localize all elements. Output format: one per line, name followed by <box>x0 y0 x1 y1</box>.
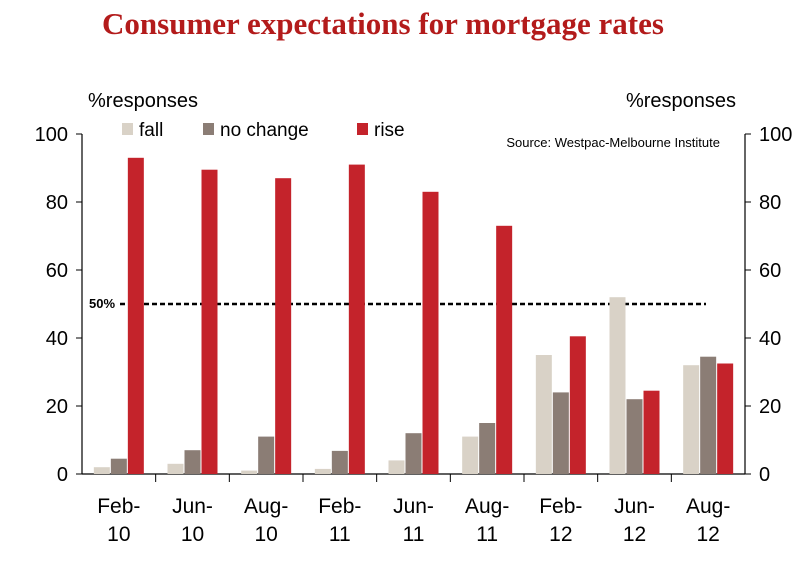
y-tick-label-right: 0 <box>759 464 770 486</box>
bar-no-change <box>258 436 275 474</box>
bar-rise <box>201 169 218 474</box>
y-tick-label-right: 20 <box>759 396 781 418</box>
bar-fall <box>93 467 110 474</box>
x-tick-label-month: Feb- <box>539 495 582 518</box>
legend-label-rise: rise <box>374 120 405 141</box>
y-tick-label-left: 0 <box>57 464 68 486</box>
legend-swatch-rise <box>357 123 368 135</box>
y-tick-label-left: 40 <box>46 328 68 350</box>
bar-rise <box>569 336 586 474</box>
bar-rise <box>127 157 144 475</box>
bar-no-change <box>479 423 496 474</box>
y-tick-label-right: 60 <box>759 260 781 282</box>
x-tick-label-year: 11 <box>403 523 425 546</box>
bar-fall <box>167 463 184 474</box>
x-tick-label-year: 10 <box>254 523 277 546</box>
x-tick-label-month: Aug- <box>244 495 288 518</box>
legend-swatch-no-change <box>203 123 214 135</box>
bar-fall <box>241 470 258 474</box>
reference-line-label: 50% <box>89 296 115 311</box>
y-tick-label-right: 40 <box>759 328 781 350</box>
x-tick-label-month: Feb- <box>318 495 361 518</box>
x-tick-label-year: 11 <box>476 523 498 546</box>
x-tick-label-year: 12 <box>549 523 572 546</box>
x-tick-label-month: Feb- <box>97 495 140 518</box>
x-tick-label-month: Jun- <box>614 495 655 518</box>
x-tick-label-month: Aug- <box>465 495 509 518</box>
bar-fall <box>535 355 552 474</box>
bar-no-change <box>184 450 201 474</box>
y-tick-label-left: 60 <box>46 260 68 282</box>
bar-no-change <box>405 433 422 474</box>
x-tick-label-month: Jun- <box>393 495 434 518</box>
bar-fall <box>609 297 626 474</box>
bar-rise <box>275 178 292 474</box>
y-tick-label-right: 100 <box>759 124 792 146</box>
bar-fall <box>314 468 331 474</box>
bar-fall <box>388 460 405 474</box>
bar-rise <box>422 191 439 475</box>
bar-no-change <box>700 356 717 474</box>
x-tick-label-year: 10 <box>181 523 204 546</box>
bar-rise <box>496 225 513 474</box>
bar-no-change <box>626 399 643 474</box>
chart-title: Consumer expectations for mortgage rates <box>102 6 664 41</box>
bar-fall <box>683 365 700 474</box>
legend-label-no-change: no change <box>220 120 309 141</box>
legend-swatch-fall <box>122 123 133 135</box>
labels: 0 0 20 20 40 40 60 60 80 80 100 100 %responses %respo… <box>35 90 793 546</box>
bar-rise <box>348 164 365 474</box>
bar-no-change <box>331 450 348 474</box>
source-note: Source: Westpac-Melbourne Institute <box>506 135 720 150</box>
y-tick-label-left: 100 <box>35 124 68 146</box>
x-tick-label-year: 12 <box>696 523 719 546</box>
x-tick-label-month: Jun- <box>172 495 213 518</box>
bar-rise <box>643 390 660 474</box>
y-tick-label-left: 80 <box>46 192 68 214</box>
bar-rise <box>717 363 734 474</box>
x-tick-label-month: Aug- <box>686 495 730 518</box>
bar-no-change <box>552 392 569 474</box>
bar-fall <box>462 436 479 474</box>
x-tick-label-year: 10 <box>107 523 130 546</box>
y-tick-label-right: 80 <box>759 192 781 214</box>
bars <box>93 157 734 475</box>
x-tick-label-year: 12 <box>623 523 646 546</box>
bar-no-change <box>110 458 127 474</box>
y-axis-unit-left: %responses <box>88 90 198 112</box>
y-axis-unit-right: %responses <box>626 90 736 112</box>
y-tick-label-left: 20 <box>46 396 68 418</box>
legend-label-fall: fall <box>139 120 163 141</box>
x-tick-label-year: 11 <box>329 523 351 546</box>
legend: fall no change rise <box>122 120 405 141</box>
